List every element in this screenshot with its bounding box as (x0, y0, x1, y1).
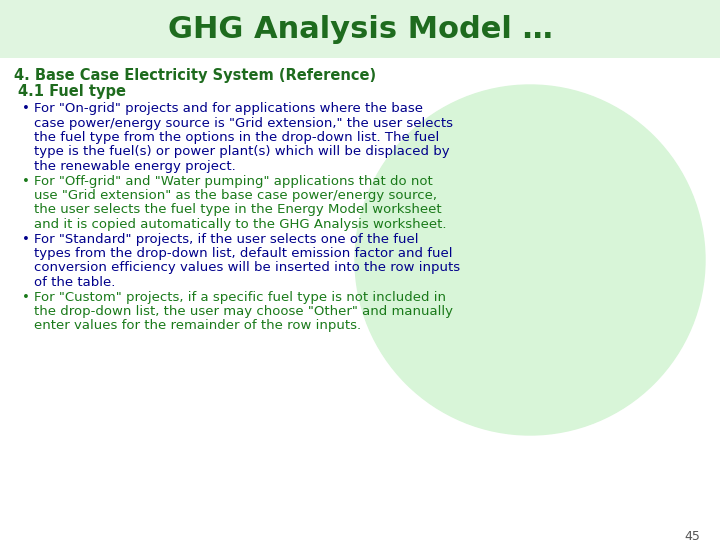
Text: types from the drop-down list, default emission factor and fuel: types from the drop-down list, default e… (34, 247, 452, 260)
Text: For "Custom" projects, if a specific fuel type is not included in: For "Custom" projects, if a specific fue… (34, 291, 446, 303)
Bar (0, 9, 720, 11)
Bar (0, 55, 720, 58)
Bar (0, 3, 720, 6)
Bar (0, 11, 720, 15)
Bar (0, 15, 720, 17)
Bar (0, 40, 720, 44)
Bar (0, 32, 720, 35)
Bar (0, 17, 720, 21)
Text: 4. Base Case Electricity System (Reference): 4. Base Case Electricity System (Referen… (14, 68, 376, 83)
Bar (0, 46, 720, 49)
Text: enter values for the remainder of the row inputs.: enter values for the remainder of the ro… (34, 320, 361, 333)
Text: GHG Analysis Model …: GHG Analysis Model … (168, 15, 552, 44)
Text: of the table.: of the table. (34, 276, 115, 289)
Text: For "On-grid" projects and for applications where the base: For "On-grid" projects and for applicati… (34, 102, 423, 115)
Text: case power/energy source is "Grid extension," the user selects: case power/energy source is "Grid extens… (34, 117, 453, 130)
Text: •: • (22, 102, 30, 115)
Text: conversion efficiency values will be inserted into the row inputs: conversion efficiency values will be ins… (34, 261, 460, 274)
Text: the renewable energy project.: the renewable energy project. (34, 160, 235, 173)
Text: the user selects the fuel type in the Energy Model worksheet: the user selects the fuel type in the En… (34, 204, 441, 217)
Text: •: • (22, 233, 30, 246)
Bar (0, 49, 720, 52)
Text: For "Standard" projects, if the user selects one of the fuel: For "Standard" projects, if the user sel… (34, 233, 418, 246)
Bar (0, 29, 720, 32)
Text: •: • (22, 291, 30, 303)
Bar (0, 52, 720, 55)
Bar (0, 0, 720, 3)
Bar (0, 21, 720, 23)
Circle shape (355, 85, 705, 435)
Text: the fuel type from the options in the drop-down list. The fuel: the fuel type from the options in the dr… (34, 131, 439, 144)
Bar (0, 23, 720, 26)
Text: use "Grid extension" as the base case power/energy source,: use "Grid extension" as the base case po… (34, 189, 437, 202)
Text: type is the fuel(s) or power plant(s) which will be displaced by: type is the fuel(s) or power plant(s) wh… (34, 145, 449, 159)
Bar (0, 26, 720, 29)
Bar (0, 44, 720, 46)
Bar (0, 35, 720, 38)
Text: •: • (22, 174, 30, 187)
Text: and it is copied automatically to the GHG Analysis worksheet.: and it is copied automatically to the GH… (34, 218, 446, 231)
Bar (0, 0, 720, 58)
Text: 45: 45 (684, 530, 700, 540)
Text: 4.1 Fuel type: 4.1 Fuel type (18, 84, 126, 99)
Text: For "Off-grid" and "Water pumping" applications that do not: For "Off-grid" and "Water pumping" appli… (34, 174, 433, 187)
Bar (0, 38, 720, 40)
Text: the drop-down list, the user may choose "Other" and manually: the drop-down list, the user may choose … (34, 305, 453, 318)
Bar (0, 6, 720, 9)
